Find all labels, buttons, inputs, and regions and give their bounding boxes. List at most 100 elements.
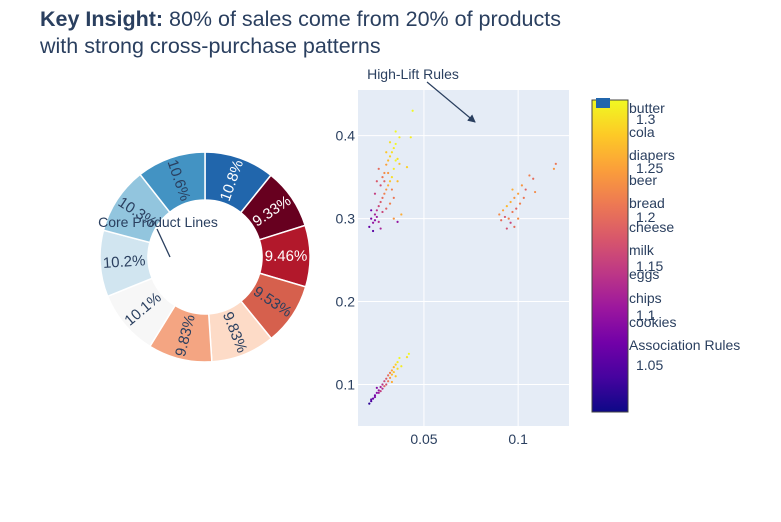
scatter-point[interactable] [394,159,397,162]
scatter-point[interactable] [377,167,380,170]
scatter-point[interactable] [381,387,384,390]
scatter-point[interactable] [377,220,380,224]
scatter-point[interactable] [375,209,378,212]
scatter-point[interactable] [405,166,409,169]
scatter-point[interactable] [411,109,414,112]
legend-item-diapers[interactable]: diapers [629,147,675,163]
scatter-point[interactable] [396,361,399,364]
scatter-point[interactable] [388,141,392,144]
scatter-point[interactable] [385,188,388,191]
scatter-point[interactable] [503,215,507,219]
scatter-point[interactable] [532,177,535,180]
scatter-point[interactable] [385,151,388,154]
legend-item-bread[interactable]: bread [629,195,665,211]
scatter-point[interactable] [517,192,520,195]
scatter-point[interactable] [507,217,510,220]
scatter-point[interactable] [377,389,380,392]
scatter-point[interactable] [396,367,399,370]
scatter-point[interactable] [390,373,394,376]
scatter-point[interactable] [505,227,508,230]
scatter-point[interactable] [552,167,556,170]
scatter-point[interactable] [390,151,394,154]
scatter-point[interactable] [498,213,501,216]
scatter-point[interactable] [379,200,382,204]
scatter-point[interactable] [524,188,527,191]
scatter-points[interactable] [368,109,557,405]
scatter-point[interactable] [383,171,386,175]
scatter-point[interactable] [370,209,373,212]
scatter-point[interactable] [375,180,378,183]
donut-slice-cookies[interactable] [139,151,206,214]
legend-item-association-rules[interactable]: Association Rules [629,337,740,353]
legend-item-cookies[interactable]: cookies [629,314,676,330]
legend[interactable]: butter cola diapers beer bread cheese milk eggs… [596,98,740,353]
scatter-point[interactable] [370,400,373,403]
scatter-point[interactable] [509,200,512,204]
scatter-point[interactable] [394,363,397,366]
scatter-point[interactable] [379,184,382,187]
scatter-point[interactable] [371,229,375,233]
scatter-point[interactable] [405,356,409,359]
scatter-point[interactable] [387,374,390,377]
scatter-point[interactable] [370,398,373,401]
scatter-point[interactable] [390,380,394,384]
scatter-point[interactable] [373,394,377,397]
scatter-point[interactable] [390,176,394,179]
scatter-point[interactable] [392,167,395,170]
scatter-point[interactable] [392,370,395,374]
scatter-point[interactable] [517,217,520,220]
scatter-point[interactable] [522,196,525,199]
scatter-point[interactable] [373,213,377,216]
scatter-point[interactable] [392,365,395,369]
scatter-point[interactable] [400,213,403,216]
scatter-point[interactable] [385,377,388,380]
scatter-point[interactable] [554,162,557,165]
scatter-point[interactable] [390,188,394,191]
scatter-point[interactable] [388,376,392,379]
scatter-point[interactable] [379,227,382,230]
scatter-point[interactable] [379,390,382,393]
scatter-point[interactable] [400,365,403,368]
scatter-point[interactable] [371,221,375,224]
scatter-point[interactable] [381,176,384,179]
scatter-point[interactable] [388,371,392,375]
legend-item-milk[interactable]: milk [629,242,655,258]
scatter-point[interactable] [377,205,380,208]
scatter-point[interactable] [388,180,392,183]
scatter-point[interactable] [370,217,373,220]
scatter-point[interactable] [381,196,384,199]
scatter-point[interactable] [396,180,399,183]
scatter-point[interactable] [511,210,514,214]
scatter-point[interactable] [387,380,390,383]
scatter-point[interactable] [381,210,384,214]
scatter-point[interactable] [398,136,401,139]
scatter-point[interactable] [387,159,390,162]
scatter-point[interactable] [383,380,386,383]
scatter-point[interactable] [368,225,371,228]
scatter-point[interactable] [518,202,522,205]
scatter-point[interactable] [373,219,377,222]
scatter-point[interactable] [392,146,395,150]
scatter-point[interactable] [371,397,375,400]
scatter-point[interactable] [392,217,395,220]
scatter-point[interactable] [511,188,514,191]
scatter-point[interactable] [385,163,388,166]
scatter-point[interactable] [373,395,377,399]
scatter-point[interactable] [375,391,378,394]
scatter-point[interactable] [505,205,508,208]
scatter-point[interactable] [407,352,410,355]
scatter-point[interactable] [528,174,531,177]
scatter-point[interactable] [398,356,401,360]
scatter-point[interactable] [381,383,384,386]
scatter-point[interactable] [390,369,394,372]
scatter-point[interactable] [398,162,401,165]
legend-item-cheese[interactable]: cheese [629,219,674,235]
scatter-point[interactable] [513,225,516,228]
scatter-point[interactable] [392,196,395,199]
scatter-point[interactable] [388,155,392,158]
scatter-point[interactable] [375,215,378,219]
scatter-point[interactable] [379,385,382,389]
scatter-point[interactable] [520,184,524,187]
scatter-point[interactable] [409,136,412,139]
scatter-point[interactable] [396,220,399,224]
